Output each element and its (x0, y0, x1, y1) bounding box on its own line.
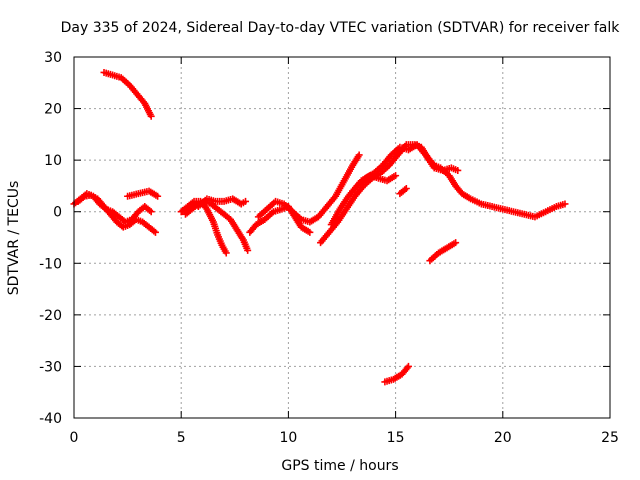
data-point (151, 228, 159, 236)
data-point (244, 246, 252, 254)
series-arc-7 (194, 195, 250, 211)
series-arc-8 (246, 203, 314, 236)
x-tick-label: 20 (494, 430, 512, 446)
chart-title: Day 335 of 2024, Sidereal Day-to-day VTE… (61, 20, 621, 36)
x-tick-label: 10 (279, 430, 297, 446)
data-point (452, 239, 460, 247)
data-point (147, 112, 155, 120)
x-tick-label: 15 (387, 430, 405, 446)
series-arc-2 (74, 191, 159, 236)
data-point (222, 249, 230, 257)
series-arc-4 (124, 187, 162, 200)
y-tick-label: 0 (53, 205, 62, 221)
series-arc-6 (177, 197, 230, 257)
x-tick-label: 5 (177, 430, 186, 446)
axis-ticks: 0 5 10 15 20 25 -40 -30 -20 -10 0 10 20 30 (39, 50, 619, 446)
series-arc-13 (396, 185, 410, 198)
series-arc-15 (381, 362, 412, 386)
y-tick-label: -10 (39, 256, 62, 272)
data-point (242, 197, 250, 205)
series-arc-14 (426, 239, 460, 265)
y-tick-label: 10 (44, 153, 62, 169)
data-point (154, 192, 162, 200)
y-tick-label: 20 (44, 102, 62, 118)
series-arc-10 (317, 141, 569, 247)
y-tick-label: -40 (39, 411, 62, 427)
series-arc-9 (254, 151, 363, 226)
data-point (561, 200, 569, 208)
y-axis-label: SDTVAR / TECUs (6, 181, 22, 296)
data-point (454, 166, 462, 174)
series-arc-12 (349, 172, 400, 195)
x-axis-label: GPS time / hours (281, 458, 398, 474)
data-point (404, 362, 412, 370)
x-tick-label: 25 (601, 430, 619, 446)
y-tick-label: 30 (44, 50, 62, 66)
data-point (355, 151, 363, 159)
x-tick-label: 0 (70, 430, 79, 446)
data-point (147, 208, 155, 216)
plot-frame (73, 56, 611, 419)
data-point (402, 185, 410, 193)
data-point (392, 172, 400, 180)
y-tick-label: -20 (39, 308, 62, 324)
series-arc-3 (100, 68, 155, 120)
data-point (306, 228, 314, 236)
y-tick-label: -30 (39, 359, 62, 375)
data-series (70, 68, 569, 386)
